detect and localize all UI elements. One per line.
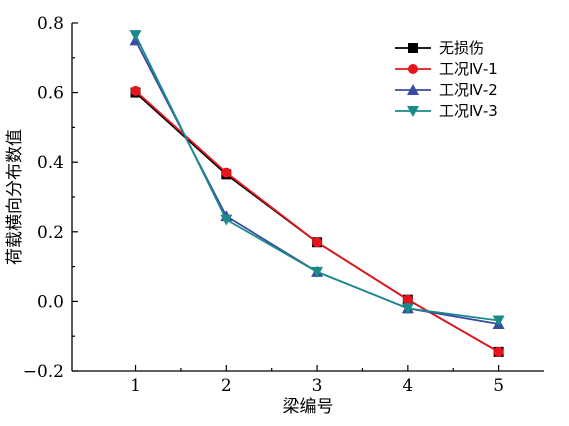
series-layer	[129, 30, 505, 357]
y-tick-label: −0.2	[23, 362, 64, 382]
y-tick-label: 0.6	[37, 84, 64, 104]
data-point	[221, 167, 232, 178]
legend-item: 工况Ⅳ-2	[395, 81, 498, 99]
data-point	[130, 85, 141, 96]
x-tick-label: 2	[221, 376, 232, 396]
data-point	[129, 30, 142, 42]
y-axis-ticks: −0.2 0.0 0.2 0.4 0.6 0.8	[23, 14, 78, 382]
data-point	[312, 237, 323, 248]
series-1	[130, 87, 504, 357]
legend-label: 工况Ⅳ-3	[439, 102, 498, 120]
legend-item: 工况Ⅳ-1	[395, 60, 498, 78]
legend-label: 工况Ⅳ-2	[439, 81, 498, 99]
x-tick-label: 4	[402, 376, 413, 396]
legend-item: 工况Ⅳ-3	[395, 102, 498, 120]
y-tick-label: 0.0	[37, 292, 64, 312]
y-tick-label: 0.4	[37, 153, 64, 173]
data-point	[220, 214, 233, 226]
x-tick-label: 3	[312, 376, 323, 396]
series-4	[129, 30, 505, 327]
legend-swatch-marker	[407, 106, 419, 117]
legend-swatch-marker	[408, 43, 418, 53]
y-tick-label: 0.2	[37, 223, 64, 243]
legend-label: 无损伤	[439, 39, 484, 57]
series-2	[130, 85, 504, 357]
data-point	[401, 303, 414, 315]
series-3	[129, 34, 505, 330]
x-tick-label: 5	[493, 376, 504, 396]
data-point	[492, 315, 505, 327]
legend-item: 无损伤	[395, 39, 484, 57]
legend-swatch-marker	[408, 64, 418, 74]
legend-label: 工况Ⅳ-1	[439, 60, 498, 78]
y-tick-label: 0.8	[37, 14, 64, 34]
x-axis-label: 梁编号	[283, 397, 334, 417]
data-point	[493, 346, 504, 357]
x-tick-label: 1	[130, 376, 141, 396]
data-point	[311, 266, 324, 278]
legend-swatch-marker	[407, 84, 419, 95]
y-axis-label: 荷载横向分布数值	[5, 129, 25, 265]
x-axis-ticks: 1 2 3 4 5	[130, 365, 504, 396]
data-point	[402, 294, 413, 305]
